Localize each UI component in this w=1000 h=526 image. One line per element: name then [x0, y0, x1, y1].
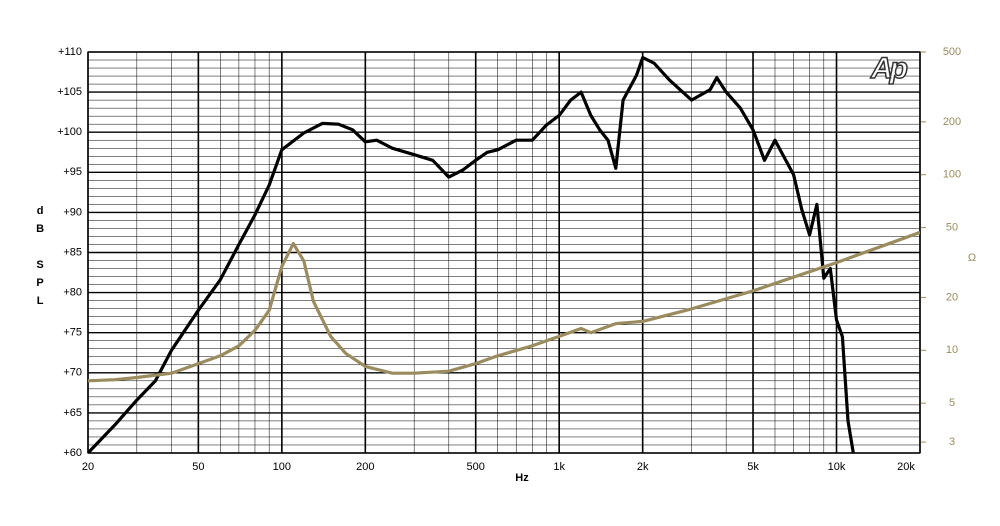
- y-tick-label: +95: [63, 166, 82, 178]
- y2-tick-label: 50: [946, 221, 958, 233]
- x-tick-label: 500: [467, 461, 485, 473]
- y2-tick-label: 20: [946, 291, 958, 303]
- logo: Ap: [870, 52, 908, 85]
- x-tick-label: 2k: [637, 461, 649, 473]
- y-axis-label: dB SPL: [34, 205, 46, 313]
- y-tick-label: +70: [63, 367, 82, 379]
- y2-tick-label: 10: [946, 344, 958, 356]
- y2-axis-label: Ω: [968, 252, 976, 264]
- x-tick-label: 20k: [897, 461, 915, 473]
- y2-tick-label: 200: [943, 116, 961, 128]
- y-tick-label: +75: [63, 327, 82, 339]
- y2-tick-label: 5: [949, 397, 955, 409]
- y2-tick-label: 3: [949, 436, 955, 448]
- x-tick-label: 200: [356, 461, 374, 473]
- grid: [87, 51, 921, 454]
- x-tick-label: 10k: [828, 461, 846, 473]
- x-tick-label: 100: [273, 461, 291, 473]
- y-tick-label: +110: [58, 46, 82, 58]
- y-tick-label: +85: [63, 246, 82, 258]
- x-tick-label: 1k: [553, 461, 565, 473]
- foreground: 20 50 100 200 500 1k 2k 5k 10k 20k +60 +65 +70 +75 +80…: [57, 46, 961, 473]
- y-tick-label: +105: [57, 86, 82, 98]
- y-tick-label: +60: [63, 447, 82, 459]
- y2-tick-label: 500: [943, 46, 961, 58]
- y-tick-label: +65: [63, 407, 82, 419]
- series-line: [88, 56, 855, 453]
- x-tick-label: 50: [192, 461, 204, 473]
- x-axis-label: Hz: [515, 472, 529, 484]
- x-tick-label: 20: [82, 461, 94, 473]
- y-tick-label: +90: [63, 206, 82, 218]
- y2-tick-label: 100: [943, 169, 961, 181]
- y-tick-label: +80: [63, 287, 82, 299]
- series-line: [88, 230, 920, 383]
- plot-frame: [87, 51, 921, 454]
- x-tick-label: 5k: [747, 461, 759, 473]
- y-tick-label: +100: [57, 126, 82, 138]
